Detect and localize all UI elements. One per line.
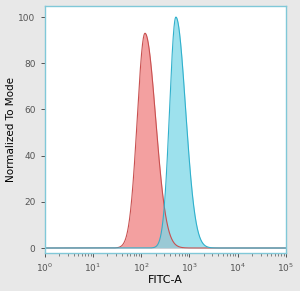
X-axis label: FITC-A: FITC-A	[148, 276, 183, 285]
Y-axis label: Normalized To Mode: Normalized To Mode	[6, 77, 16, 182]
